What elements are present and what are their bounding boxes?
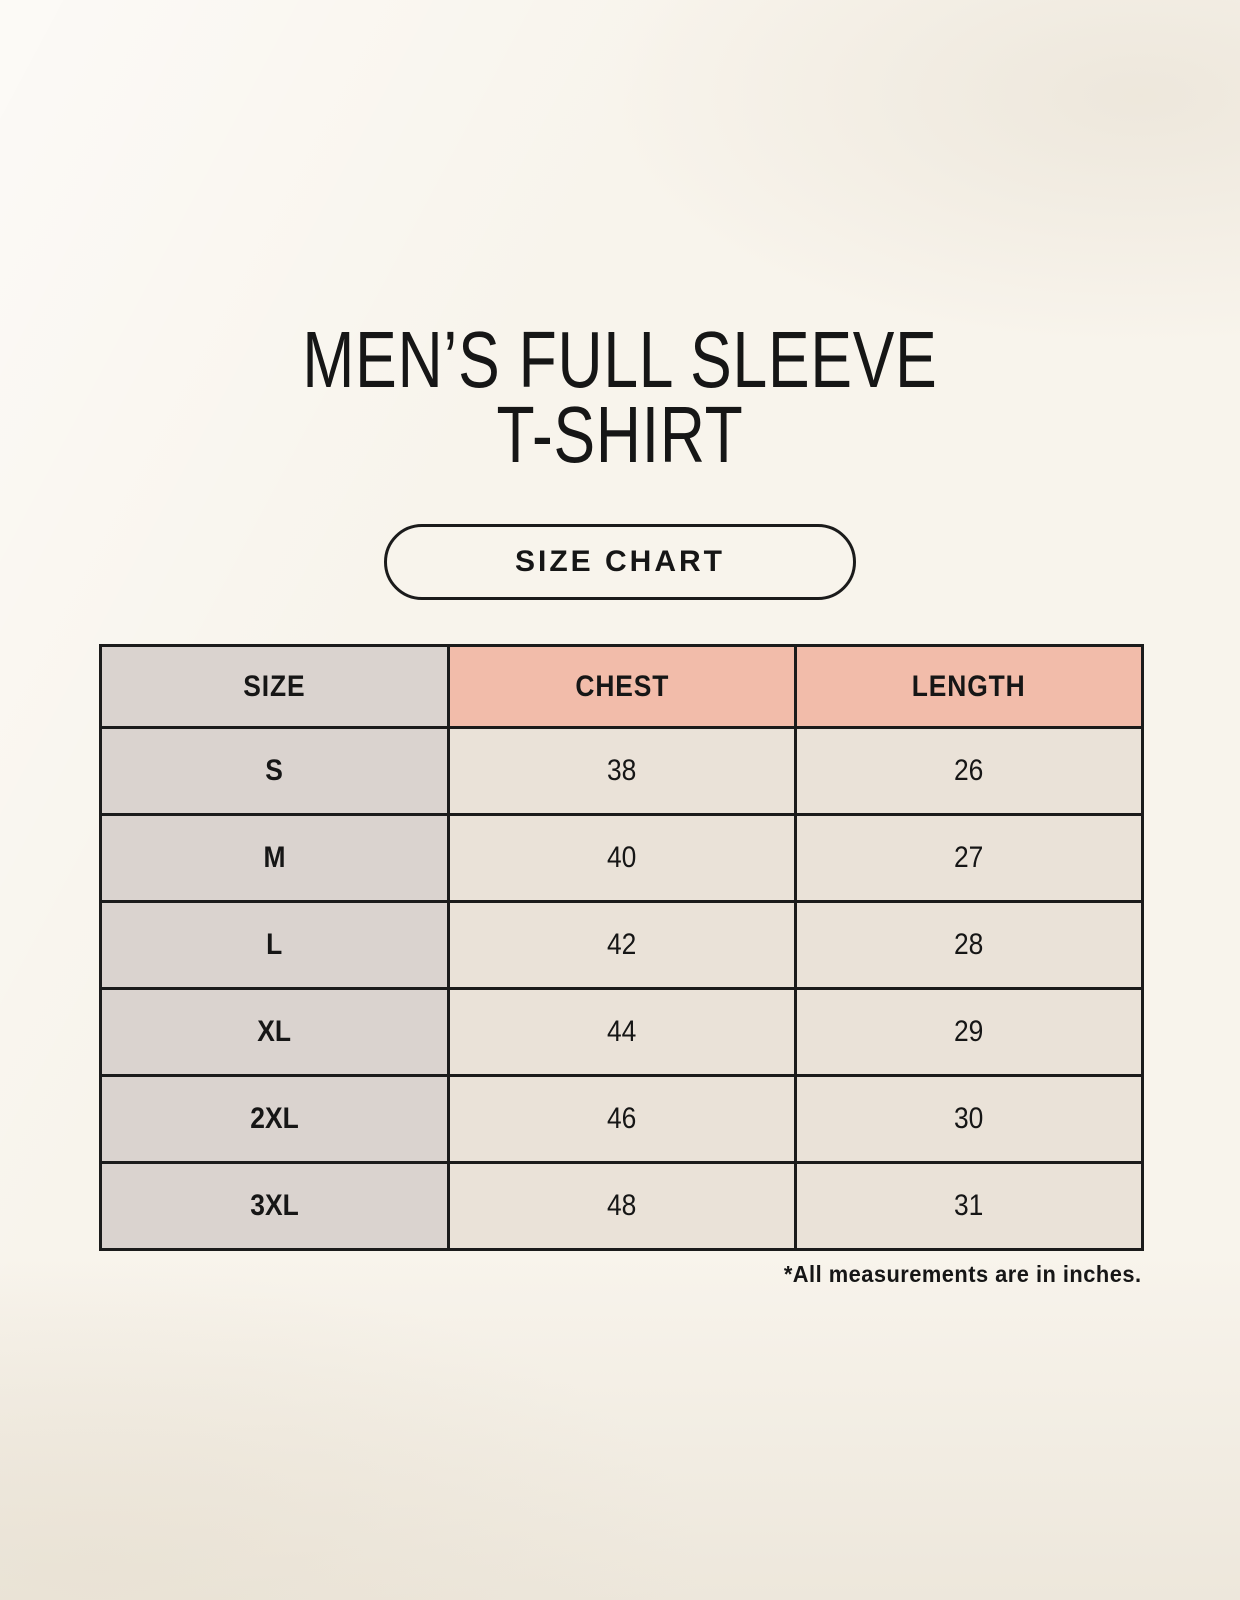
size-cell: S: [99, 726, 450, 816]
size-cell: L: [99, 900, 450, 990]
size-cell: M: [99, 813, 450, 903]
table-row: L 42 28: [99, 900, 1144, 990]
page-title: MEN’S FULL SLEEVE T-SHIRT: [136, 320, 1103, 475]
page-title-line-2: T-SHIRT: [496, 390, 744, 479]
table-row: M 40 27: [99, 813, 1144, 903]
column-header-size: SIZE: [99, 644, 450, 729]
length-cell: 29: [794, 987, 1144, 1077]
length-cell: 27: [794, 813, 1144, 903]
chest-cell: 40: [447, 813, 797, 903]
length-cell: 28: [794, 900, 1144, 990]
chest-cell: 38: [447, 726, 797, 816]
size-cell: XL: [99, 987, 450, 1077]
size-chart-button-label: SIZE CHART: [515, 545, 725, 578]
column-header-length: LENGTH: [794, 644, 1144, 729]
chest-cell: 46: [447, 1074, 797, 1164]
length-cell: 26: [794, 726, 1144, 816]
measurements-note: *All measurements are in inches.: [783, 1261, 1141, 1287]
size-chart-button[interactable]: SIZE CHART: [384, 524, 856, 600]
page-title-line-1: MEN’S FULL SLEEVE: [302, 315, 938, 404]
length-cell: 31: [794, 1161, 1144, 1251]
table-row: XL 44 29: [99, 987, 1144, 1077]
column-header-chest: CHEST: [447, 644, 797, 729]
table-row: 3XL 48 31: [99, 1161, 1144, 1251]
chest-cell: 48: [447, 1161, 797, 1251]
size-cell: 2XL: [99, 1074, 450, 1164]
length-cell: 30: [794, 1074, 1144, 1164]
table-header-row: SIZE CHEST LENGTH: [99, 644, 1144, 729]
chest-cell: 44: [447, 987, 797, 1077]
table-row: 2XL 46 30: [99, 1074, 1144, 1164]
table-row: S 38 26: [99, 726, 1144, 816]
chest-cell: 42: [447, 900, 797, 990]
size-table: SIZE CHEST LENGTH S 38 26 M 40 27: [99, 644, 1144, 1251]
size-cell: 3XL: [99, 1161, 450, 1251]
